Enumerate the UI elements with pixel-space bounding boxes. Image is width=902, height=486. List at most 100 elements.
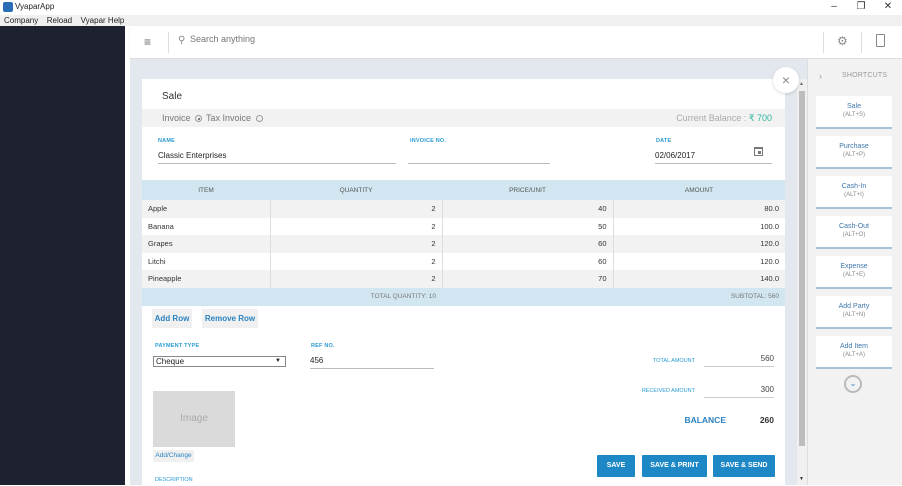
column-header-item: ITEM	[142, 180, 270, 200]
invoice-radio[interactable]: Invoice	[162, 113, 203, 123]
cell-item[interactable]: Banana	[142, 217, 271, 235]
maximize-button[interactable]: ❐	[856, 1, 866, 12]
received-amount-label: RECEIVED AMOUNT	[641, 388, 695, 394]
shortcut-label: Sale	[846, 103, 861, 110]
menu-company[interactable]: Company	[4, 16, 39, 25]
column-header-quantity: QUANTITY	[270, 180, 442, 200]
scroll-down-icon[interactable]: ▼	[799, 476, 804, 482]
cell-price[interactable]: 60	[442, 235, 614, 253]
cell-quantity[interactable]: 2	[270, 217, 443, 235]
cell-item[interactable]: Grapes	[142, 235, 271, 253]
cell-quantity[interactable]: 2	[270, 200, 443, 218]
shortcuts-panel: › SHORTCUTS Sale (ALT+S) Purchase (ALT+P) …	[807, 59, 902, 485]
gear-icon[interactable]: ⚙	[837, 34, 848, 48]
shortcut-key: (ALT+S)	[842, 112, 866, 118]
cell-price[interactable]: 60	[442, 252, 614, 270]
total-amount-label: TOTAL AMOUNT	[652, 358, 695, 364]
shortcut-key: (ALT+O)	[842, 232, 866, 238]
divider	[861, 32, 862, 53]
subtotal: SUBTOTAL: 560	[613, 287, 785, 306]
cell-price[interactable]: 40	[442, 200, 614, 218]
received-amount-field[interactable]: 300	[704, 385, 774, 398]
add-change-image-button[interactable]: Add/Change	[153, 450, 194, 462]
current-balance-value: ₹ 700	[748, 113, 772, 123]
app-logo-icon	[3, 2, 13, 12]
save-and-send-button[interactable]: SAVE & SEND	[713, 455, 775, 477]
table-row: Grapes 2 60 120.0	[142, 235, 785, 253]
remove-row-button[interactable]: Remove Row	[202, 309, 258, 328]
image-placeholder: Image	[153, 391, 235, 447]
invoice-type-bar: Invoice Tax Invoice Current Balance : ₹ …	[142, 109, 785, 127]
cell-amount: 80.0	[613, 200, 785, 218]
cell-amount: 120.0	[613, 235, 785, 253]
shortcut-cash-out[interactable]: Cash-Out (ALT+O)	[816, 216, 892, 249]
balance-value: 260	[759, 415, 774, 425]
calculator-icon[interactable]	[876, 34, 885, 47]
shortcut-cash-in[interactable]: Cash-In (ALT+I)	[816, 176, 892, 209]
table-row: Litchi 2 60 120.0	[142, 252, 785, 270]
menu-reload[interactable]: Reload	[46, 16, 73, 25]
totals-row: TOTAL QUANTITY: 10 SUBTOTAL: 560	[142, 287, 785, 306]
tax-invoice-radio[interactable]: Tax Invoice	[206, 113, 263, 123]
menu-vyapar-help[interactable]: Vyapar Help	[80, 16, 125, 25]
cell-quantity[interactable]: 2	[270, 252, 443, 270]
top-bar: ≡ ⚲ ⚙	[130, 26, 902, 59]
shortcut-label: Purchase	[839, 143, 869, 150]
close-window-button[interactable]: ✕	[883, 1, 893, 12]
payment-type-select[interactable]: Cheque ▼	[153, 356, 286, 367]
shortcut-add-party[interactable]: Add Party (ALT+N)	[816, 296, 892, 329]
save-button[interactable]: SAVE	[597, 455, 635, 477]
shortcut-key: (ALT+A)	[842, 352, 866, 358]
cell-price[interactable]: 70	[442, 270, 614, 288]
form-scrollbar[interactable]: ▲ ▼	[797, 79, 807, 485]
hamburger-menu-icon[interactable]: ≡	[144, 35, 152, 49]
ref-no-field[interactable]: 456	[310, 356, 434, 369]
payment-type-label: PAYMENT TYPE	[155, 343, 200, 349]
sidebar-scrollbar[interactable]	[0, 26, 125, 485]
shortcuts-title: SHORTCUTS	[842, 72, 888, 79]
cell-amount: 120.0	[760, 256, 779, 266]
title-bar: VyaparApp – ❐ ✕	[0, 0, 902, 15]
ref-no-label: REF NO.	[311, 343, 335, 349]
scrollbar-thumb[interactable]	[799, 91, 805, 446]
cell-price[interactable]: 50	[442, 217, 614, 235]
search-icon: ⚲	[178, 35, 186, 46]
shortcut-sale[interactable]: Sale (ALT+S)	[816, 96, 892, 129]
add-row-button[interactable]: Add Row	[152, 309, 192, 328]
chevron-right-icon[interactable]: ›	[819, 71, 822, 81]
cell-item[interactable]: Pineapple	[142, 270, 271, 288]
date-field[interactable]: 02/06/2017	[655, 151, 772, 164]
shortcut-purchase[interactable]: Purchase (ALT+P)	[816, 136, 892, 169]
sale-form: Sale Invoice Tax Invoice Current Balance…	[142, 79, 785, 485]
minimize-button[interactable]: –	[831, 1, 837, 12]
cell-item[interactable]: Apple	[142, 200, 271, 218]
calendar-icon[interactable]	[754, 147, 763, 156]
shortcut-key: (ALT+I)	[844, 192, 864, 198]
scroll-up-icon[interactable]: ▲	[799, 81, 804, 87]
shortcut-label: Add Party	[838, 303, 870, 310]
column-header-price: PRICE/UNIT	[442, 180, 613, 200]
invoice-no-label: INVOICE NO.	[410, 138, 447, 144]
more-shortcuts-chevron-icon[interactable]: ⌄	[844, 375, 862, 393]
items-table: ITEM QUANTITY PRICE/UNIT AMOUNT Apple 2 …	[142, 180, 785, 306]
current-balance: Current Balance : ₹ 700	[676, 113, 772, 124]
column-header-amount: AMOUNT	[613, 180, 785, 200]
total-quantity: TOTAL QUANTITY: 10	[270, 287, 442, 306]
invoice-label: Invoice	[162, 113, 191, 123]
shortcut-expense[interactable]: Expense (ALT+E)	[816, 256, 892, 289]
shortcut-add-item[interactable]: Add Item (ALT+A)	[816, 336, 892, 369]
table-row: Pineapple 2 70 140.0	[142, 270, 785, 288]
divider	[823, 32, 824, 53]
cell-amount: 100.0	[760, 221, 779, 231]
close-form-button[interactable]: ×	[773, 67, 799, 93]
cell-quantity[interactable]: 2	[270, 235, 443, 253]
search-input[interactable]	[190, 34, 490, 44]
save-and-print-button[interactable]: SAVE & PRINT	[642, 455, 707, 477]
cell-quantity[interactable]: 2	[270, 270, 443, 288]
cell-item[interactable]: Litchi	[142, 252, 271, 270]
name-field[interactable]: Classic Enterprises	[158, 151, 396, 164]
form-title: Sale	[162, 91, 183, 102]
total-amount-field[interactable]: 560	[704, 354, 774, 367]
date-label: DATE	[656, 138, 672, 144]
invoice-no-field[interactable]	[408, 151, 550, 164]
